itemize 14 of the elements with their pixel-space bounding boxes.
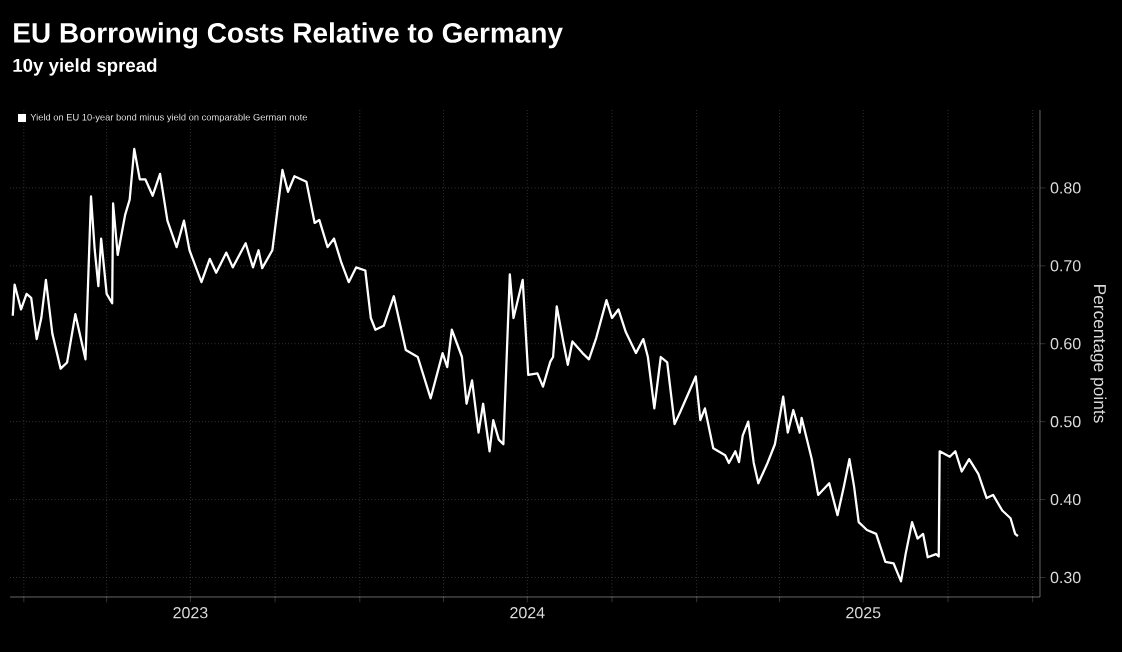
legend-label: Yield on EU 10-year bond minus yield on comparable German note — [30, 113, 308, 123]
x-tick-label: 2024 — [510, 607, 545, 619]
y-tick-label: 0.70 — [1050, 260, 1081, 272]
chart-title: EU Borrowing Costs Relative to Germany — [14, 22, 563, 49]
y-tick-label: 0.50 — [1050, 416, 1081, 428]
y-axis-title: Percentage points — [1090, 285, 1107, 423]
y-tick-label: 0.80 — [1050, 182, 1081, 194]
y-tick-label: 0.60 — [1050, 338, 1081, 350]
chart-subtitle: 10y yield spread — [13, 58, 157, 76]
x-tick-label: 2025 — [846, 607, 881, 619]
x-tick-label: 2023 — [173, 607, 208, 619]
line-series — [11, 147, 1020, 583]
y-tick-label: 0.30 — [1050, 571, 1081, 584]
y-tick-label: 0.40 — [1050, 493, 1081, 506]
